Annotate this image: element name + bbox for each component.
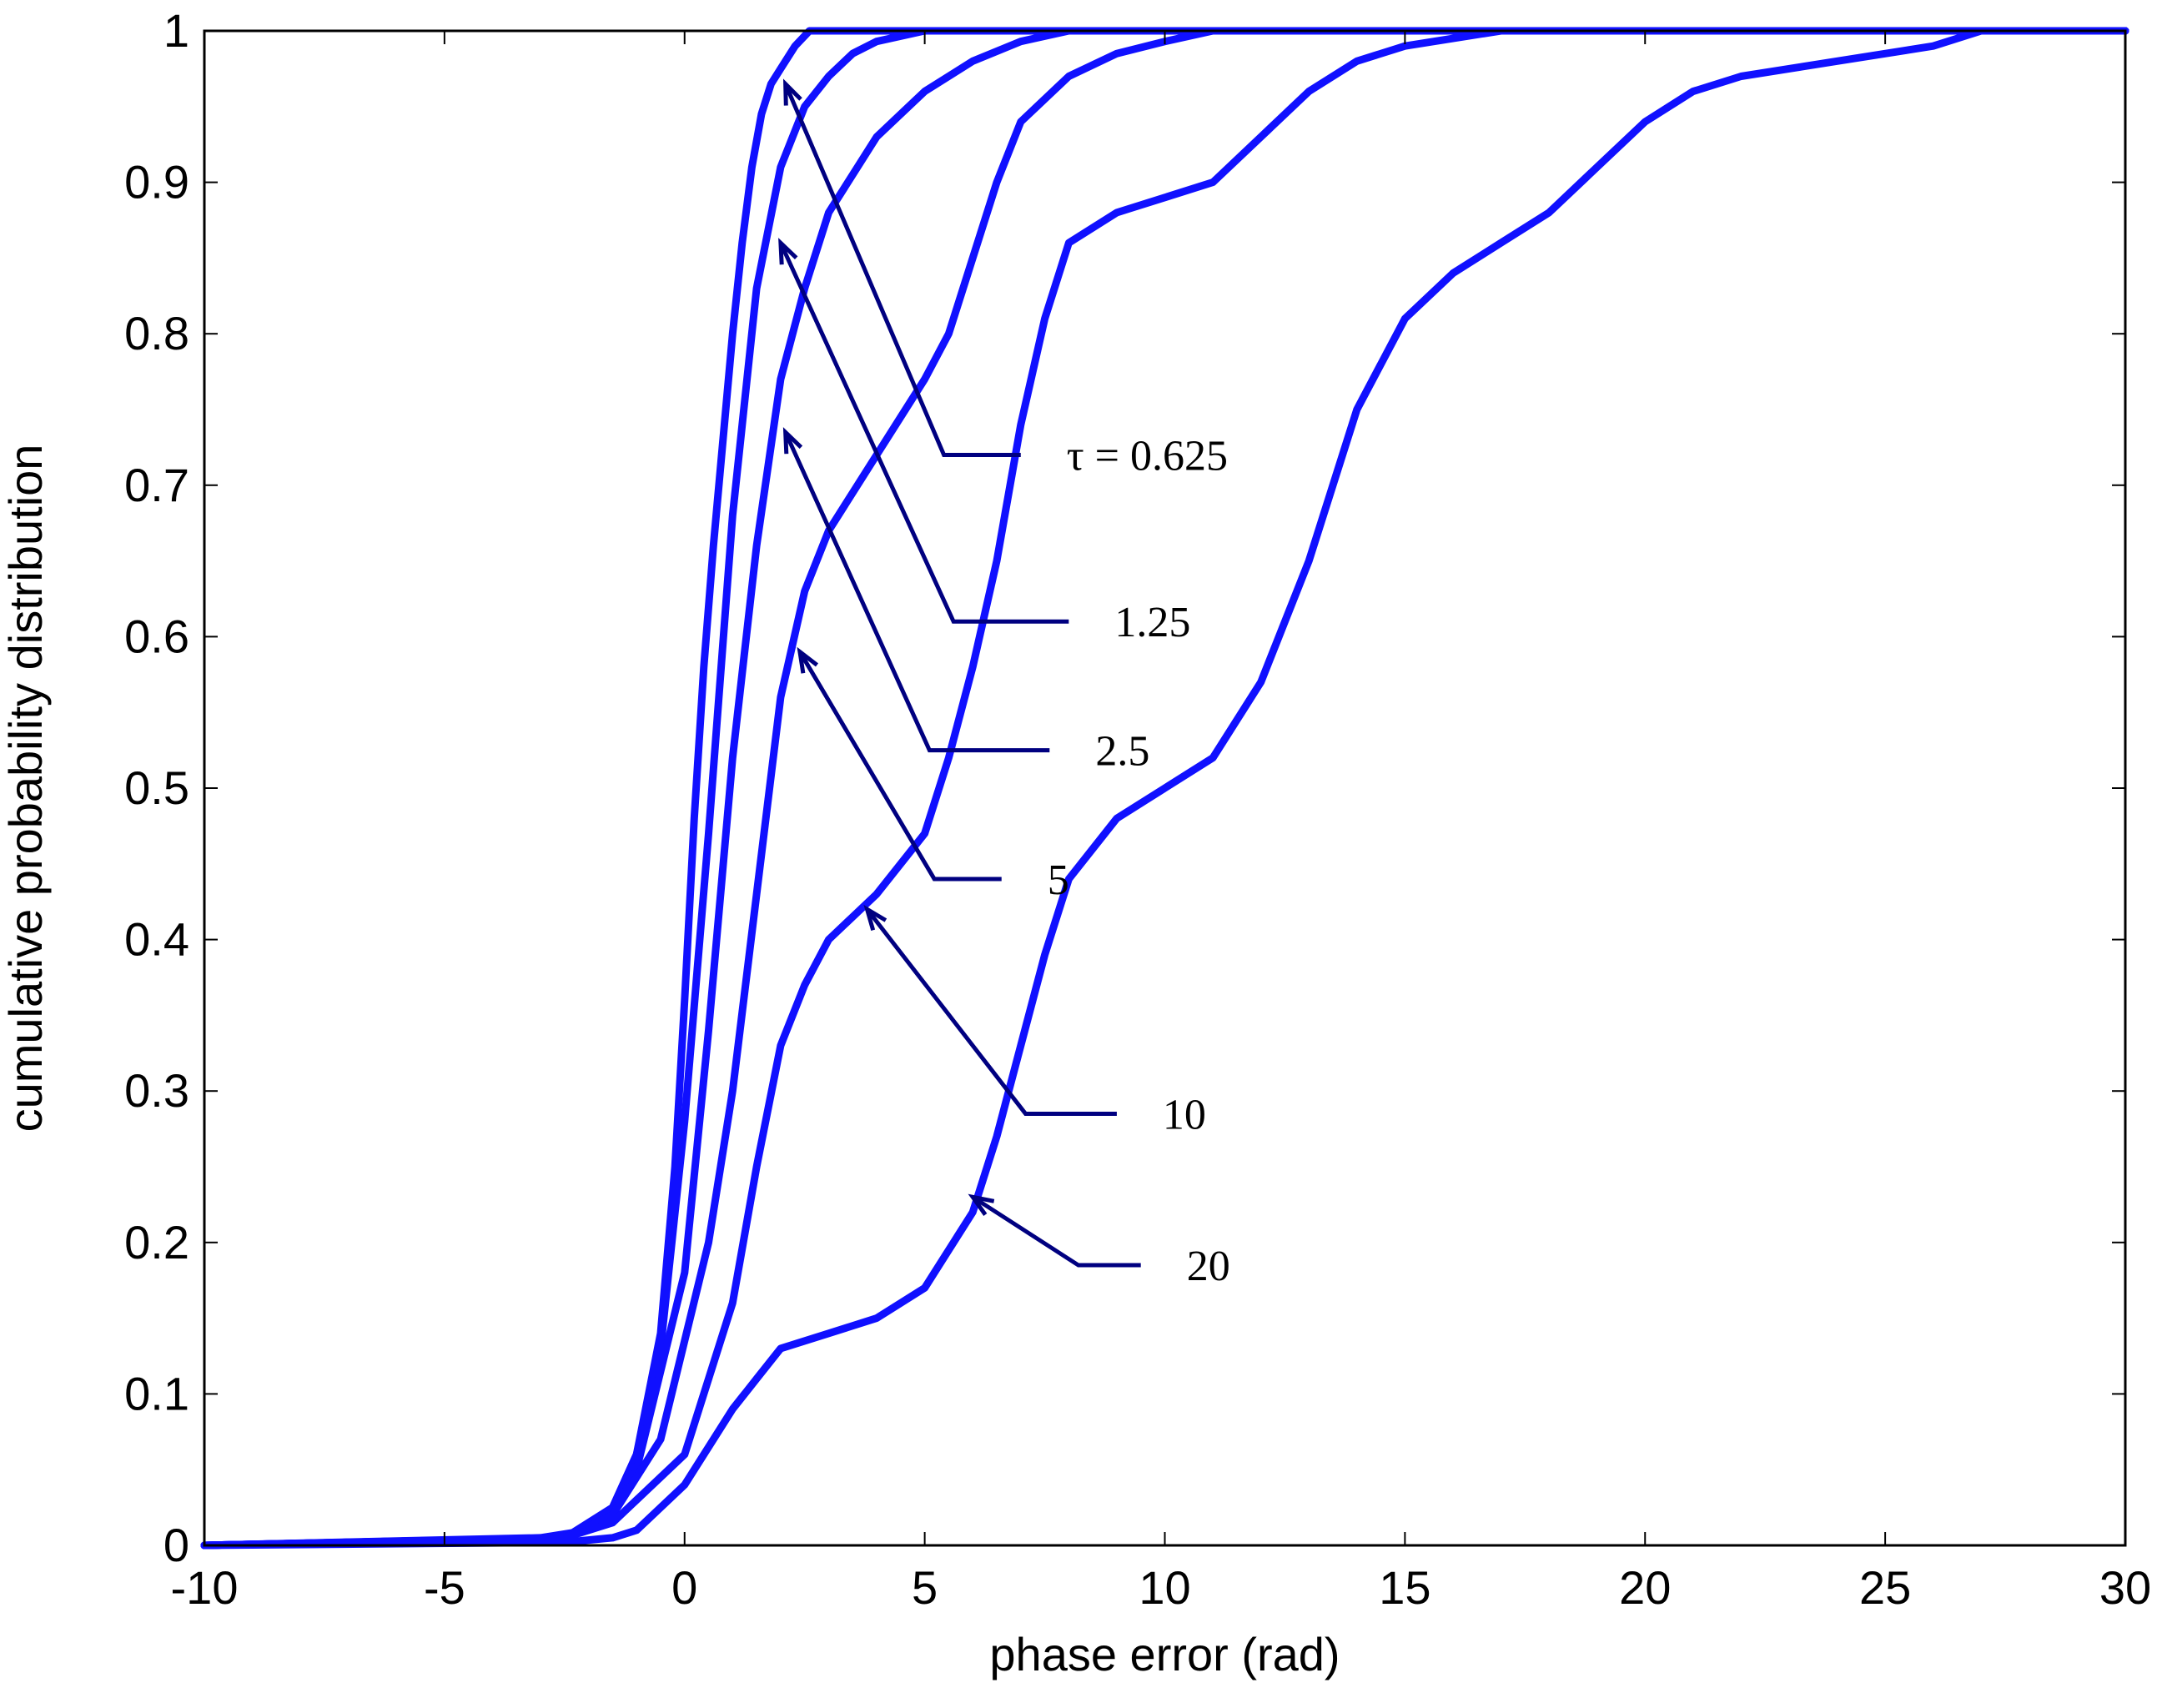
y-tick-label: 0.5 <box>124 761 189 814</box>
x-tick-label: 20 <box>1619 1561 1671 1614</box>
x-tick-label: -5 <box>424 1561 465 1614</box>
y-tick-label: 0.4 <box>124 913 189 966</box>
x-tick-label: 15 <box>1379 1561 1430 1614</box>
annotation-arrowhead-4 <box>797 646 819 674</box>
plot-frame <box>203 29 2127 1547</box>
x-tick-label: -10 <box>171 1561 239 1614</box>
annotation-label-5: 10 <box>1163 1091 1206 1138</box>
y-tick-label: 0 <box>163 1519 189 1571</box>
annotation-leader-6 <box>971 1195 1141 1268</box>
x-tick-label: 30 <box>2099 1561 2151 1614</box>
x-tick-label: 5 <box>912 1561 938 1614</box>
annotation-leader-5 <box>865 907 1117 1116</box>
x-axis-label: phase error (rad) <box>989 1628 1340 1680</box>
cdf-line-series-2 <box>200 27 2129 1550</box>
annotation-label-6: 20 <box>1187 1243 1230 1290</box>
annotation-arrowhead-3 <box>782 427 803 455</box>
y-tick-label: 0.2 <box>124 1216 189 1268</box>
curves-layer <box>200 27 2129 1550</box>
y-tick-label: 1 <box>163 4 189 57</box>
annotation-leader-3 <box>783 431 1050 753</box>
annotation-arrowhead-5 <box>863 904 887 931</box>
y-tick-label: 0.1 <box>124 1367 189 1419</box>
annotation-arrowhead-1 <box>783 78 802 106</box>
x-tick-label: 0 <box>671 1561 697 1614</box>
x-tick-label: 10 <box>1139 1561 1190 1614</box>
annotation-label-3: 2.5 <box>1095 728 1149 776</box>
ticks-layer: -10 -5 0 5 10 15 20 25 3000.10.20.30.40.50.60.70… <box>124 4 2151 1614</box>
y-tick-label: 0.3 <box>124 1064 189 1117</box>
cdf-line-series-5 <box>200 27 2129 1550</box>
cdf-line-series-6 <box>200 27 2129 1550</box>
annotation-leader-2 <box>778 242 1069 624</box>
y-tick-label: 0.7 <box>124 459 189 511</box>
y-axis-label: cumulative probability distribution <box>0 445 52 1133</box>
annotation-arrowhead-6 <box>968 1193 995 1216</box>
annotation-leader-4 <box>797 651 1002 882</box>
annotation-leader-1 <box>783 83 1021 457</box>
annotation-label-2: 1.25 <box>1114 599 1190 646</box>
annotation-label-4: 5 <box>1048 857 1069 904</box>
annotation-arrowhead-2 <box>778 238 798 265</box>
y-tick-label: 0.6 <box>124 610 189 662</box>
annotations-layer: τ = 0.625 1.25 2.5 5 10 20 <box>778 78 1230 1290</box>
annotation-label-1: τ = 0.625 <box>1067 432 1228 480</box>
x-tick-label: 25 <box>1859 1561 1911 1614</box>
y-tick-label: 0.8 <box>124 307 189 359</box>
y-tick-label: 0.9 <box>124 156 189 208</box>
